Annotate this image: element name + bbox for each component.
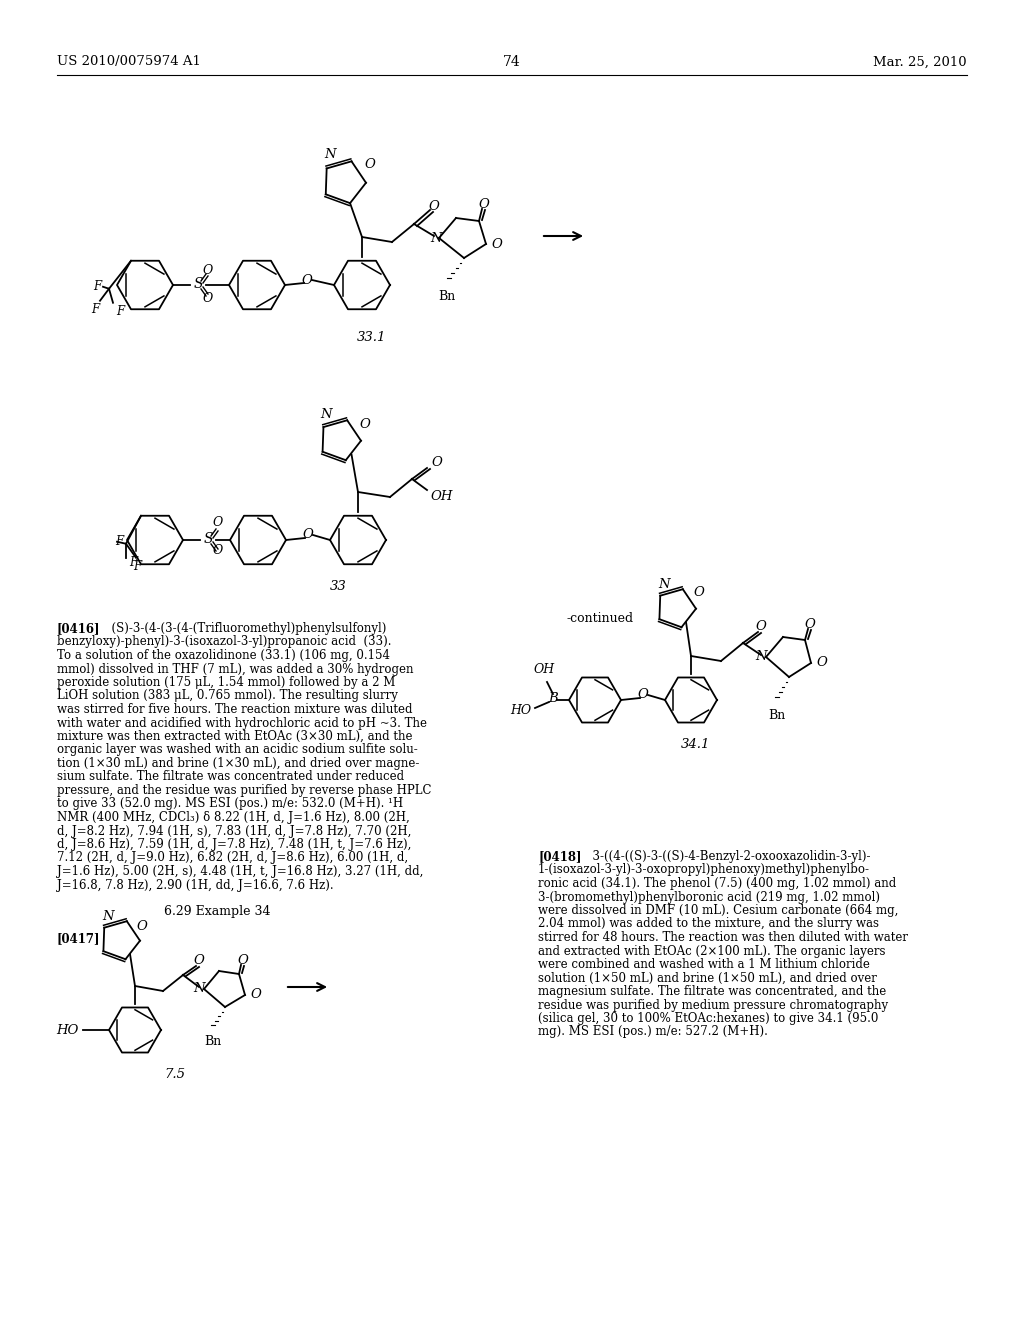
- Text: B: B: [548, 692, 558, 705]
- Text: mg). MS ESI (pos.) m/e: 527.2 (M+H).: mg). MS ESI (pos.) m/e: 527.2 (M+H).: [538, 1026, 768, 1039]
- Text: ronic acid (34.1). The phenol (7.5) (400 mg, 1.02 mmol) and: ronic acid (34.1). The phenol (7.5) (400…: [538, 876, 896, 890]
- Text: Bn: Bn: [438, 290, 456, 304]
- Text: 33: 33: [330, 579, 346, 593]
- Text: solution (1×50 mL) and brine (1×50 mL), and dried over: solution (1×50 mL) and brine (1×50 mL), …: [538, 972, 877, 985]
- Text: F: F: [93, 280, 101, 293]
- Text: residue was purified by medium pressure chromatography: residue was purified by medium pressure …: [538, 998, 888, 1011]
- Text: F: F: [116, 305, 124, 318]
- Text: O: O: [490, 238, 502, 251]
- Text: O: O: [816, 656, 826, 669]
- Text: tion (1×30 mL) and brine (1×30 mL), and dried over magne-: tion (1×30 mL) and brine (1×30 mL), and …: [57, 756, 420, 770]
- Text: O: O: [301, 273, 312, 286]
- Text: 3-(bromomethyl)phenylboronic acid (219 mg, 1.02 mmol): 3-(bromomethyl)phenylboronic acid (219 m…: [538, 891, 880, 903]
- Text: sium sulfate. The filtrate was concentrated under reduced: sium sulfate. The filtrate was concentra…: [57, 771, 404, 784]
- Text: were combined and washed with a 1 M lithium chloride: were combined and washed with a 1 M lith…: [538, 958, 869, 972]
- Text: S: S: [203, 532, 213, 546]
- Text: NMR (400 MHz, CDCl₃) δ 8.22 (1H, d, J=1.6 Hz), 8.00 (2H,: NMR (400 MHz, CDCl₃) δ 8.22 (1H, d, J=1.…: [57, 810, 410, 824]
- Text: 6.29 Example 34: 6.29 Example 34: [164, 906, 270, 919]
- Text: N: N: [430, 231, 441, 244]
- Text: d, J=8.6 Hz), 7.59 (1H, d, J=7.8 Hz), 7.48 (1H, t, J=7.6 Hz),: d, J=8.6 Hz), 7.59 (1H, d, J=7.8 Hz), 7.…: [57, 838, 412, 851]
- Text: O: O: [213, 516, 223, 529]
- Text: 33.1: 33.1: [357, 331, 387, 345]
- Text: 7.5: 7.5: [165, 1068, 185, 1081]
- Text: d, J=8.2 Hz), 7.94 (1H, s), 7.83 (1H, d, J=7.8 Hz), 7.70 (2H,: d, J=8.2 Hz), 7.94 (1H, s), 7.83 (1H, d,…: [57, 825, 412, 837]
- Text: N: N: [194, 982, 205, 995]
- Text: O: O: [693, 586, 705, 599]
- Text: O: O: [136, 920, 147, 932]
- Text: F: F: [115, 535, 123, 548]
- Text: OH: OH: [534, 663, 555, 676]
- Text: mixture was then extracted with EtOAc (3×30 mL), and the: mixture was then extracted with EtOAc (3…: [57, 730, 413, 743]
- Text: O: O: [213, 544, 223, 557]
- Text: O: O: [365, 157, 376, 170]
- Text: (silica gel, 30 to 100% EtOAc:hexanes) to give 34.1 (95.0: (silica gel, 30 to 100% EtOAc:hexanes) t…: [538, 1012, 879, 1026]
- Text: O: O: [203, 293, 213, 305]
- Text: [0416]: [0416]: [57, 622, 100, 635]
- Text: 7.12 (2H, d, J=9.0 Hz), 6.82 (2H, d, J=8.6 Hz), 6.00 (1H, d,: 7.12 (2H, d, J=9.0 Hz), 6.82 (2H, d, J=8…: [57, 851, 409, 865]
- Text: O: O: [250, 989, 261, 1002]
- Text: S: S: [194, 277, 203, 290]
- Text: was stirred for five hours. The reaction mixture was diluted: was stirred for five hours. The reaction…: [57, 704, 413, 715]
- Text: N: N: [658, 578, 670, 590]
- Text: O: O: [203, 264, 213, 277]
- Text: OH: OH: [430, 490, 453, 503]
- Text: [0418]: [0418]: [538, 850, 582, 863]
- Text: stirred for 48 hours. The reaction was then diluted with water: stirred for 48 hours. The reaction was t…: [538, 931, 908, 944]
- Text: were dissolved in DMF (10 mL). Cesium carbonate (664 mg,: were dissolved in DMF (10 mL). Cesium ca…: [538, 904, 898, 917]
- Text: Bn: Bn: [768, 709, 785, 722]
- Text: N: N: [321, 408, 332, 421]
- Text: to give 33 (52.0 mg). MS ESI (pos.) m/e: 532.0 (M+H). ¹H: to give 33 (52.0 mg). MS ESI (pos.) m/e:…: [57, 797, 403, 810]
- Text: O: O: [238, 954, 249, 968]
- Text: O: O: [478, 198, 489, 211]
- Text: -continued: -continued: [566, 612, 634, 624]
- Text: organic layer was washed with an acidic sodium sulfite solu-: organic layer was washed with an acidic …: [57, 743, 418, 756]
- Text: Mar. 25, 2010: Mar. 25, 2010: [873, 55, 967, 69]
- Text: F: F: [91, 302, 99, 315]
- Text: mmol) dissolved in THF (7 mL), was added a 30% hydrogen: mmol) dissolved in THF (7 mL), was added…: [57, 663, 414, 676]
- Text: J=1.6 Hz), 5.00 (2H, s), 4.48 (1H, t, J=16.8 Hz), 3.27 (1H, dd,: J=1.6 Hz), 5.00 (2H, s), 4.48 (1H, t, J=…: [57, 865, 423, 878]
- Text: 1-(isoxazol-3-yl)-3-oxopropyl)phenoxy)methyl)phenylbo-: 1-(isoxazol-3-yl)-3-oxopropyl)phenoxy)me…: [538, 863, 870, 876]
- Text: pressure, and the residue was purified by reverse phase HPLC: pressure, and the residue was purified b…: [57, 784, 431, 797]
- Text: O: O: [429, 199, 439, 213]
- Text: N: N: [325, 149, 336, 161]
- Text: and extracted with EtOAc (2×100 mL). The organic layers: and extracted with EtOAc (2×100 mL). The…: [538, 945, 886, 957]
- Text: O: O: [756, 620, 766, 634]
- Text: N: N: [102, 911, 114, 924]
- Text: LiOH solution (383 μL, 0.765 mmol). The resulting slurry: LiOH solution (383 μL, 0.765 mmol). The …: [57, 689, 398, 702]
- Text: peroxide solution (175 μL, 1.54 mmol) followed by a 2 M: peroxide solution (175 μL, 1.54 mmol) fo…: [57, 676, 395, 689]
- Text: Bn: Bn: [205, 1035, 221, 1048]
- Text: 74: 74: [503, 55, 521, 69]
- Text: with water and acidified with hydrochloric acid to pH ~3. The: with water and acidified with hydrochlor…: [57, 717, 427, 730]
- Text: N: N: [755, 651, 767, 664]
- Text: O: O: [805, 619, 815, 631]
- Text: [0417]: [0417]: [57, 932, 100, 945]
- Text: HO: HO: [56, 1023, 79, 1036]
- Text: O: O: [638, 689, 648, 701]
- Text: To a solution of the oxazolidinone (33.1) (106 mg, 0.154: To a solution of the oxazolidinone (33.1…: [57, 649, 390, 663]
- Text: 3-((4-((S)-3-((S)-4-Benzyl-2-oxooxazolidin-3-yl)-: 3-((4-((S)-3-((S)-4-Benzyl-2-oxooxazolid…: [585, 850, 870, 863]
- Text: 34.1: 34.1: [681, 738, 711, 751]
- Text: 2.04 mmol) was added to the mixture, and the slurry was: 2.04 mmol) was added to the mixture, and…: [538, 917, 879, 931]
- Text: O: O: [194, 954, 205, 968]
- Text: benzyloxy)-phenyl)-3-(isoxazol-3-yl)propanoic acid  (33).: benzyloxy)-phenyl)-3-(isoxazol-3-yl)prop…: [57, 635, 391, 648]
- Text: magnesium sulfate. The filtrate was concentrated, and the: magnesium sulfate. The filtrate was conc…: [538, 985, 886, 998]
- Text: (S)-3-(4-(3-(4-(Trifluoromethyl)phenylsulfonyl): (S)-3-(4-(3-(4-(Trifluoromethyl)phenylsu…: [104, 622, 386, 635]
- Text: US 2010/0075974 A1: US 2010/0075974 A1: [57, 55, 201, 69]
- Text: O: O: [359, 417, 371, 430]
- Text: O: O: [431, 457, 442, 470]
- Text: O: O: [302, 528, 313, 541]
- Text: HO: HO: [510, 704, 531, 717]
- Text: F: F: [129, 556, 137, 569]
- Text: F: F: [133, 560, 141, 573]
- Text: J=16.8, 7.8 Hz), 2.90 (1H, dd, J=16.6, 7.6 Hz).: J=16.8, 7.8 Hz), 2.90 (1H, dd, J=16.6, 7…: [57, 879, 334, 891]
